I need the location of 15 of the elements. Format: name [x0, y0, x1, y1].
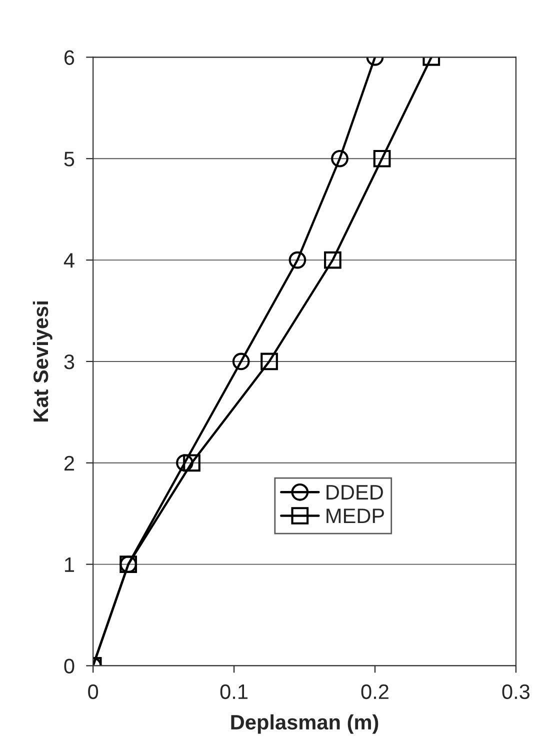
x-tick-label: 0.2 — [361, 684, 388, 700]
x-tick-label: 0 — [88, 684, 98, 700]
x-tick-label: 0.3 — [502, 684, 530, 700]
x-tick-label: 0.1 — [220, 684, 248, 700]
y-tick-label: 2 — [64, 456, 74, 470]
y-tick-label: 6 — [64, 50, 74, 65]
y-tick-label: 5 — [64, 152, 74, 166]
legend-label: DDED — [326, 485, 383, 500]
y-tick-label: 1 — [65, 558, 74, 572]
x-axis-title: Deplasman (m) — [231, 714, 378, 734]
y-tick-label: 3 — [64, 354, 74, 370]
y-axis-title: Kat Seviyesi — [32, 302, 52, 422]
y-tick-label: 4 — [64, 253, 74, 268]
legend-label: MEDP — [326, 508, 384, 524]
y-tick-label: 0 — [64, 658, 74, 674]
